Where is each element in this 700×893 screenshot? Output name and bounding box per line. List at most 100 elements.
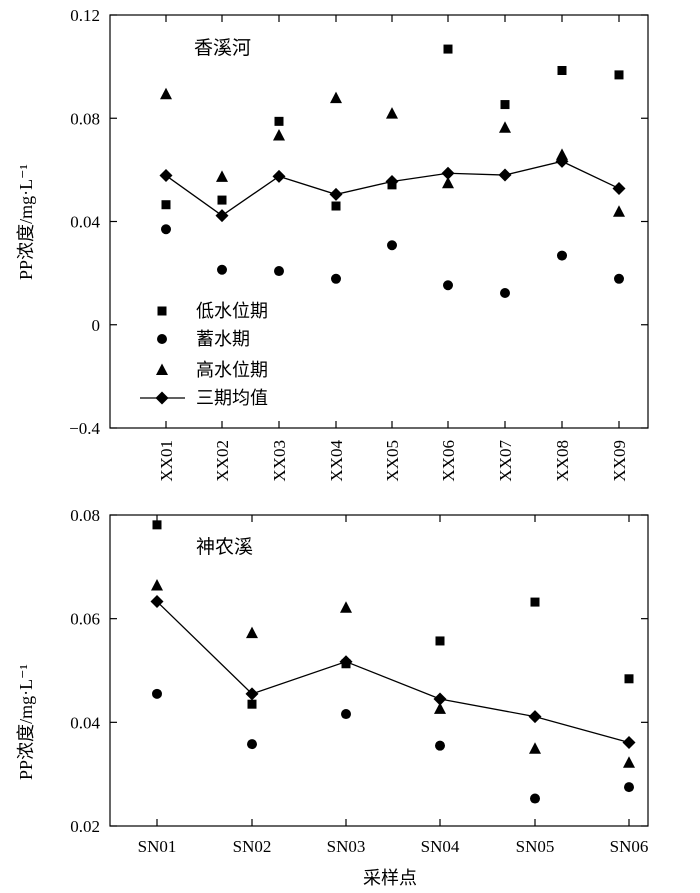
- data-point-circle: [530, 793, 540, 804]
- data-point-square: [530, 597, 540, 607]
- data-point-circle: [274, 266, 284, 277]
- data-point-triangle: [623, 756, 635, 768]
- data-point-diamond-line: [245, 687, 259, 701]
- data-point-circle: [443, 280, 453, 291]
- legend-marker-circle: [157, 334, 167, 344]
- y-axis: 0.12 0.08 0.04 0 −0.4: [69, 6, 648, 438]
- data-point-triangle: [340, 601, 352, 613]
- data-point-diamond-line: [555, 154, 569, 168]
- series-circle: [152, 688, 634, 804]
- data-point-diamond-line: [498, 168, 512, 182]
- series-triangle: [160, 87, 625, 217]
- data-point-diamond-line: [385, 174, 399, 188]
- x-tick-label: SN04: [421, 837, 460, 856]
- data-point-diamond-line: [339, 655, 353, 669]
- series-triangle: [151, 578, 635, 768]
- data-point-square: [217, 195, 227, 205]
- data-point-triangle: [151, 578, 163, 591]
- data-point-square: [443, 44, 453, 54]
- x-tick-label: XX06: [439, 440, 458, 482]
- y-tick-label: 0.12: [70, 6, 100, 25]
- data-point-diamond-line: [612, 181, 626, 195]
- data-point-circle: [331, 273, 341, 284]
- data-point-triangle: [160, 87, 172, 100]
- x-axis: SN01 SN02 SN03 SN04 SN05 SN06: [138, 515, 649, 856]
- x-axis: XX01 XX02 XX03 XX04 XX05 XX06 XX07 XX08 XX09: [157, 15, 629, 482]
- panel-title: 神农溪: [196, 536, 253, 558]
- data-point-diamond-line: [329, 187, 343, 201]
- y-tick-label: 0.08: [70, 506, 100, 525]
- data-point-diamond-line: [441, 166, 455, 180]
- data-point-triangle: [246, 626, 258, 639]
- data-point-square: [247, 699, 257, 709]
- x-tick-label: XX04: [327, 440, 346, 482]
- data-point-circle: [387, 240, 397, 251]
- y-tick-label: 0.08: [70, 109, 100, 128]
- y-axis-label: PP浓度/mg·L⁻¹: [16, 164, 36, 280]
- legend-label: 三期均值: [196, 388, 268, 408]
- panel-xiangxi: 香溪河 0.120.080.040−0.4 XX01 XX02 XX03 XX04 XX…: [16, 6, 649, 482]
- data-point-circle: [152, 688, 162, 699]
- data-point-circle: [341, 709, 351, 720]
- data-point-triangle: [386, 107, 398, 119]
- data-point-circle: [624, 782, 634, 793]
- x-tick-label: SN05: [516, 837, 555, 856]
- x-tick-label: XX01: [157, 440, 176, 482]
- data-marks: [159, 44, 626, 299]
- legend-label: 低水位期: [196, 301, 268, 321]
- x-tick-label: XX09: [610, 440, 629, 482]
- panel-shennong: 神农溪 0.080.060.040.02 SN01 SN02 SN03 SN04 SN0…: [16, 506, 649, 888]
- data-point-square: [435, 636, 445, 646]
- data-point-square: [161, 200, 171, 210]
- data-point-diamond-line: [622, 736, 636, 750]
- y-tick-label: 0.06: [70, 610, 100, 629]
- legend-marker-square: [157, 306, 167, 316]
- data-point-diamond-line: [150, 595, 164, 609]
- panel-title: 香溪河: [194, 37, 251, 59]
- y-axis-label: PP浓度/mg·L⁻¹: [16, 664, 36, 780]
- series-diamond-line: [159, 154, 626, 223]
- data-point-triangle: [330, 91, 342, 104]
- data-point-triangle: [273, 129, 285, 141]
- plot-frame: [109, 514, 649, 827]
- x-tick-label: XX07: [496, 440, 515, 482]
- x-tick-label: XX08: [553, 440, 572, 482]
- data-point-diamond-line: [433, 692, 447, 706]
- data-point-square: [614, 70, 624, 80]
- data-point-triangle: [529, 742, 541, 754]
- data-point-square: [557, 65, 567, 75]
- data-point-square: [331, 201, 341, 211]
- data-point-triangle: [442, 176, 454, 189]
- legend-marker-diamond: [155, 391, 169, 405]
- data-point-circle: [614, 273, 624, 284]
- y-tick-label: 0: [92, 316, 101, 335]
- y-tick-label: 0.04: [70, 213, 100, 232]
- x-tick-label: SN03: [327, 837, 366, 856]
- y-axis: 0.08 0.06 0.04 0.02: [70, 506, 648, 836]
- data-point-square: [274, 116, 284, 126]
- data-point-square: [152, 520, 162, 530]
- data-point-diamond-line: [528, 710, 542, 724]
- y-tick-label: −0.4: [69, 419, 100, 438]
- x-tick-label: SN01: [138, 837, 177, 856]
- x-axis-label: 采样点: [363, 868, 417, 888]
- data-point-triangle: [216, 170, 228, 182]
- x-tick-label: XX05: [383, 440, 402, 482]
- data-point-square: [500, 100, 510, 110]
- data-point-triangle: [556, 148, 568, 160]
- data-point-triangle: [434, 702, 446, 714]
- data-point-diamond-line: [272, 169, 286, 183]
- data-point-diamond-line: [215, 209, 229, 223]
- data-marks: [150, 520, 636, 804]
- data-point-triangle: [613, 205, 625, 217]
- data-point-circle: [557, 250, 567, 261]
- data-point-square: [624, 674, 634, 684]
- data-point-circle: [435, 740, 445, 751]
- legend-label: 蓄水期: [196, 329, 250, 349]
- x-tick-label: SN06: [610, 837, 649, 856]
- x-tick-label: SN02: [233, 837, 272, 856]
- legend-marker-triangle: [156, 363, 168, 375]
- data-point-circle: [161, 224, 171, 235]
